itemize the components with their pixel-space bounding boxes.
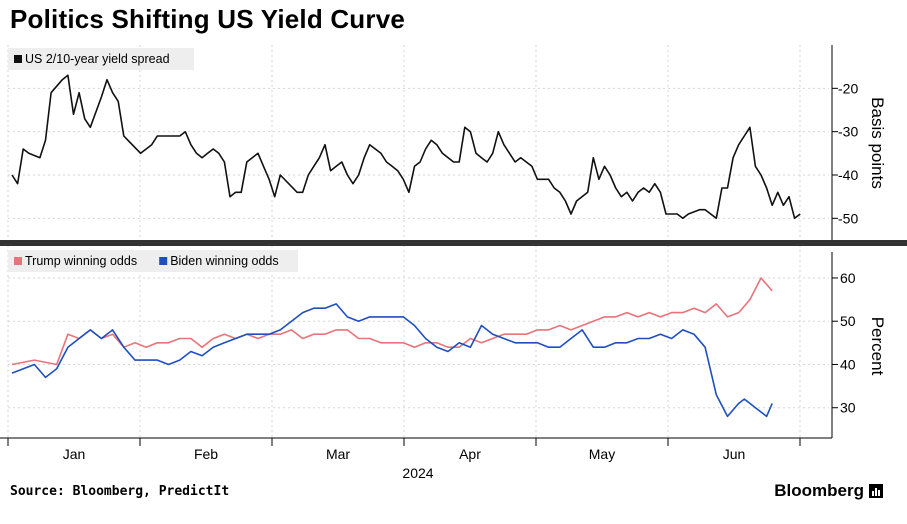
panel-divider (0, 240, 907, 246)
x-tick-label: Apr (459, 446, 481, 462)
y-tick-label: -40 (838, 167, 858, 183)
legend-label: Biden winning odds (170, 254, 278, 268)
legend-swatch (14, 257, 22, 265)
legend-label: Trump winning odds (25, 254, 137, 268)
legend-swatch (14, 55, 22, 63)
series-line-spread (11, 74, 801, 220)
x-tick-label: Jan (63, 446, 86, 462)
y-tick-label: -50 (838, 210, 858, 226)
terminal-icon (869, 484, 883, 498)
y-tick-label: 40 (840, 356, 856, 372)
legend-swatch (159, 257, 168, 265)
x-axis-title: 2024 (402, 465, 433, 481)
y-tick-label: -30 (838, 124, 858, 140)
y-tick-label: -20 (838, 80, 858, 96)
bloomberg-logo: Bloomberg (774, 481, 883, 501)
brand-label: Bloomberg (774, 481, 864, 500)
x-tick-label: Mar (326, 446, 350, 462)
bottom-y-axis-title: Percent (868, 317, 887, 376)
legend-label: US 2/10-year yield spread (25, 52, 170, 66)
x-tick-label: May (589, 446, 615, 462)
legend-box (8, 48, 194, 70)
y-tick-label: 60 (840, 270, 856, 286)
top-y-axis-title: Basis points (868, 97, 887, 189)
source-note: Source: Bloomberg, PredictIt (10, 484, 230, 499)
series-line-trump (11, 277, 773, 366)
x-tick-label: Feb (194, 446, 218, 462)
y-tick-label: 50 (840, 313, 856, 329)
x-tick-label: Jun (723, 446, 746, 462)
series-line-biden (11, 303, 773, 418)
legend-box (8, 250, 298, 272)
y-tick-label: 30 (840, 400, 856, 416)
chart-title: Politics Shifting US Yield Curve (10, 4, 406, 34)
